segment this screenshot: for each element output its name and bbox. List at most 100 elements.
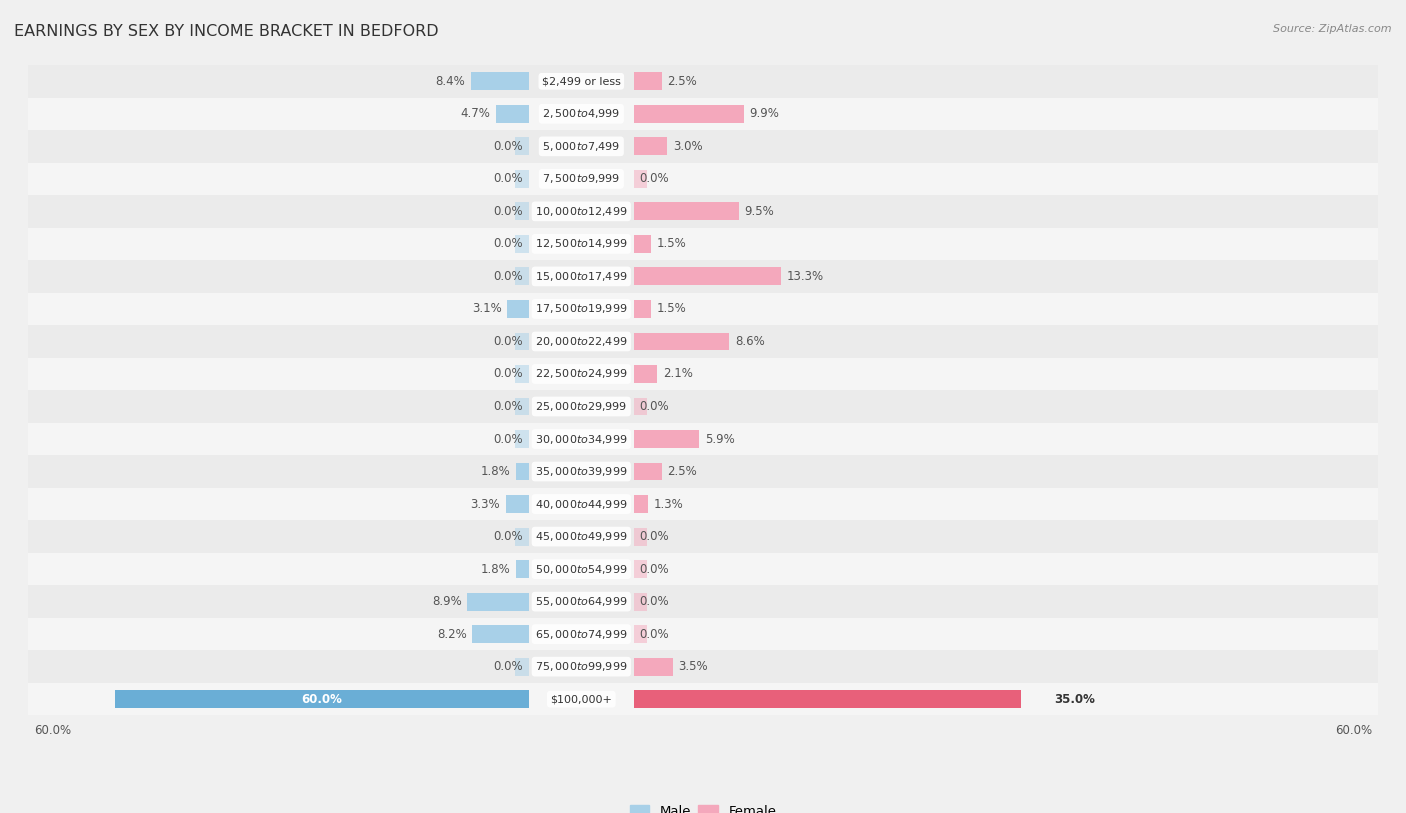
- Text: 1.5%: 1.5%: [657, 302, 686, 315]
- Text: 0.0%: 0.0%: [494, 400, 523, 413]
- Bar: [515, 365, 529, 383]
- Bar: [634, 235, 651, 253]
- Bar: [634, 430, 699, 448]
- Text: $5,000 to $7,499: $5,000 to $7,499: [543, 140, 620, 153]
- Bar: [472, 625, 529, 643]
- Bar: [467, 593, 529, 611]
- Bar: [634, 690, 1021, 708]
- Bar: [515, 528, 529, 546]
- Text: 60.0%: 60.0%: [34, 724, 70, 737]
- Bar: [28, 488, 1378, 520]
- Text: 0.0%: 0.0%: [640, 530, 669, 543]
- Text: $15,000 to $17,499: $15,000 to $17,499: [536, 270, 627, 283]
- Text: $2,500 to $4,999: $2,500 to $4,999: [543, 107, 620, 120]
- Text: Source: ZipAtlas.com: Source: ZipAtlas.com: [1274, 24, 1392, 34]
- Text: 3.5%: 3.5%: [678, 660, 709, 673]
- Text: 9.9%: 9.9%: [749, 107, 779, 120]
- Bar: [28, 130, 1378, 163]
- Bar: [515, 202, 529, 220]
- Bar: [28, 260, 1378, 293]
- Bar: [28, 618, 1378, 650]
- Text: 3.1%: 3.1%: [472, 302, 502, 315]
- Text: 0.0%: 0.0%: [494, 140, 523, 153]
- Bar: [634, 560, 647, 578]
- Legend: Male, Female: Male, Female: [624, 799, 782, 813]
- Text: $35,000 to $39,999: $35,000 to $39,999: [536, 465, 627, 478]
- Text: $40,000 to $44,999: $40,000 to $44,999: [536, 498, 627, 511]
- Bar: [28, 293, 1378, 325]
- Bar: [515, 398, 529, 415]
- Text: 2.5%: 2.5%: [668, 75, 697, 88]
- Bar: [634, 202, 740, 220]
- Bar: [28, 195, 1378, 228]
- Text: $17,500 to $19,999: $17,500 to $19,999: [536, 302, 627, 315]
- Text: 1.5%: 1.5%: [657, 237, 686, 250]
- Text: 1.3%: 1.3%: [654, 498, 683, 511]
- Text: 8.6%: 8.6%: [735, 335, 765, 348]
- Bar: [634, 495, 648, 513]
- Bar: [515, 430, 529, 448]
- Bar: [28, 325, 1378, 358]
- Text: $100,000+: $100,000+: [550, 694, 612, 704]
- Bar: [634, 365, 658, 383]
- Text: 2.5%: 2.5%: [668, 465, 697, 478]
- Bar: [28, 390, 1378, 423]
- Bar: [634, 333, 730, 350]
- Bar: [634, 463, 662, 480]
- Bar: [515, 333, 529, 350]
- Bar: [634, 658, 673, 676]
- Text: 1.8%: 1.8%: [481, 563, 510, 576]
- Text: $25,000 to $29,999: $25,000 to $29,999: [536, 400, 627, 413]
- Text: 13.3%: 13.3%: [787, 270, 824, 283]
- Text: $7,500 to $9,999: $7,500 to $9,999: [543, 172, 620, 185]
- Text: 0.0%: 0.0%: [494, 270, 523, 283]
- Bar: [496, 105, 529, 123]
- Bar: [634, 593, 647, 611]
- Text: $45,000 to $49,999: $45,000 to $49,999: [536, 530, 627, 543]
- Bar: [28, 585, 1378, 618]
- Bar: [516, 560, 529, 578]
- Text: 8.4%: 8.4%: [436, 75, 465, 88]
- Text: 0.0%: 0.0%: [494, 335, 523, 348]
- Text: 1.8%: 1.8%: [481, 465, 510, 478]
- Text: 0.0%: 0.0%: [494, 205, 523, 218]
- Bar: [634, 137, 668, 155]
- Bar: [28, 423, 1378, 455]
- Bar: [28, 455, 1378, 488]
- Text: 8.2%: 8.2%: [437, 628, 467, 641]
- Bar: [115, 690, 529, 708]
- Bar: [515, 137, 529, 155]
- Bar: [634, 72, 662, 90]
- Text: $10,000 to $12,499: $10,000 to $12,499: [536, 205, 627, 218]
- Text: $30,000 to $34,999: $30,000 to $34,999: [536, 433, 627, 446]
- Text: $22,500 to $24,999: $22,500 to $24,999: [536, 367, 627, 380]
- Bar: [634, 170, 647, 188]
- Bar: [28, 163, 1378, 195]
- Bar: [516, 463, 529, 480]
- Text: 2.1%: 2.1%: [662, 367, 693, 380]
- Text: $12,500 to $14,999: $12,500 to $14,999: [536, 237, 627, 250]
- Text: 60.0%: 60.0%: [1336, 724, 1372, 737]
- Text: 0.0%: 0.0%: [494, 367, 523, 380]
- Text: $20,000 to $22,499: $20,000 to $22,499: [536, 335, 627, 348]
- Bar: [28, 358, 1378, 390]
- Bar: [634, 528, 647, 546]
- Text: 5.9%: 5.9%: [704, 433, 734, 446]
- Bar: [28, 650, 1378, 683]
- Bar: [634, 625, 647, 643]
- Bar: [634, 267, 782, 285]
- Text: 4.7%: 4.7%: [461, 107, 491, 120]
- Bar: [28, 228, 1378, 260]
- Text: 0.0%: 0.0%: [640, 628, 669, 641]
- Text: 0.0%: 0.0%: [494, 530, 523, 543]
- Text: $65,000 to $74,999: $65,000 to $74,999: [536, 628, 627, 641]
- Text: 0.0%: 0.0%: [640, 563, 669, 576]
- Text: $50,000 to $54,999: $50,000 to $54,999: [536, 563, 627, 576]
- Bar: [28, 65, 1378, 98]
- Text: 0.0%: 0.0%: [640, 172, 669, 185]
- Text: $2,499 or less: $2,499 or less: [541, 76, 620, 86]
- Bar: [471, 72, 529, 90]
- Bar: [634, 105, 744, 123]
- Bar: [515, 235, 529, 253]
- Bar: [515, 267, 529, 285]
